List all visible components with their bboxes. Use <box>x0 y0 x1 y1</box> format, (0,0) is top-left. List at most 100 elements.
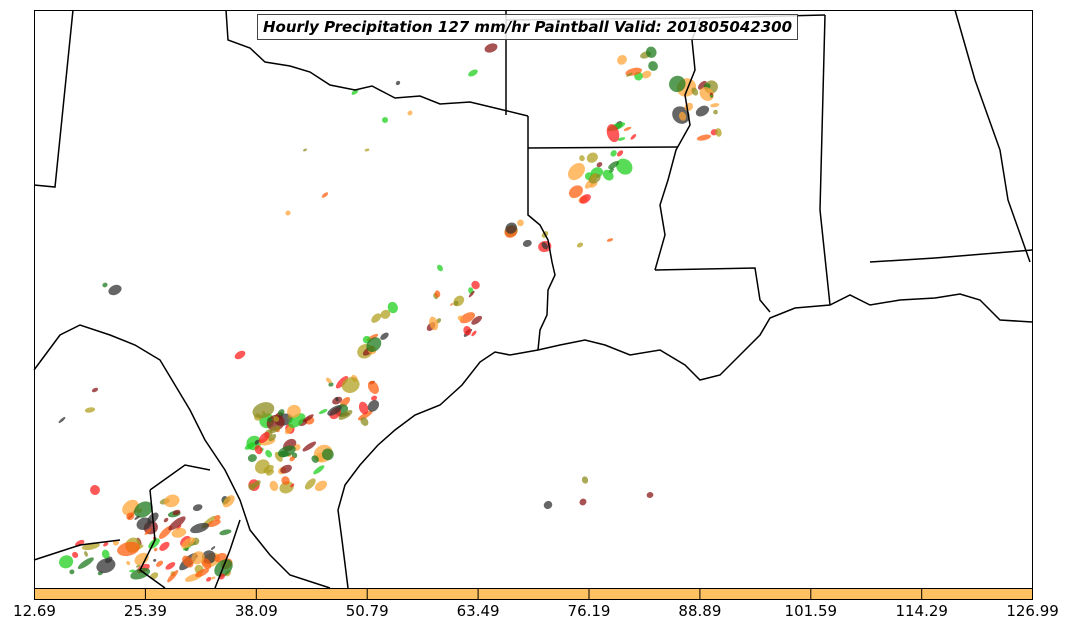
precipitation-cell <box>457 315 463 321</box>
precipitation-cell <box>568 162 585 181</box>
arkansas-louisiana-border <box>527 146 678 149</box>
precipitation-cell <box>602 169 614 181</box>
precipitation-cell <box>371 395 378 401</box>
precipitation-cell <box>103 542 109 547</box>
precipitation-cell <box>321 448 334 461</box>
precipitation-cell <box>646 492 654 498</box>
louisiana-mississippi-border <box>654 267 771 313</box>
precipitation-cell <box>468 290 475 298</box>
precipitation-cell <box>258 431 270 444</box>
colorbar-tick-label: 88.89 <box>678 602 722 620</box>
precipitation-cell <box>713 109 718 115</box>
precipitation-cell <box>335 376 349 389</box>
precipitation-cell <box>341 377 360 393</box>
precipitation-cell <box>171 527 187 538</box>
precipitation-cell <box>165 562 176 570</box>
precipitation-cell <box>126 560 131 566</box>
precipitation-cell <box>144 528 152 535</box>
precipitation-cell <box>201 558 212 570</box>
precipitation-cell <box>313 465 325 475</box>
precipitation-cell <box>641 70 652 79</box>
precipitation-cell <box>84 551 88 557</box>
map-title: Hourly Precipitation 127 mm/hr Paintball… <box>257 14 799 40</box>
precipitation-cell <box>303 148 307 152</box>
precipitation-cell <box>101 549 110 559</box>
alabama-georgia-border <box>954 9 1031 263</box>
precipitation-cell <box>626 72 633 77</box>
precipitation-cell <box>268 434 277 442</box>
precipitation-cell <box>522 239 532 247</box>
florida-border <box>869 249 1033 263</box>
precipitation-cell <box>280 464 292 474</box>
precipitation-cell <box>267 417 273 423</box>
precipitation-cell <box>710 103 720 108</box>
red-river-border <box>225 9 529 117</box>
colorbar-tick-label: 126.99 <box>1006 602 1059 620</box>
precipitation-cell <box>617 54 627 65</box>
precipitation-cell <box>596 162 603 168</box>
precipitation-cell <box>380 309 391 319</box>
precipitation-cell <box>136 564 141 568</box>
precipitation-cell <box>364 148 370 152</box>
precipitation-cell <box>541 242 548 250</box>
texas-louisiana-border <box>527 116 556 351</box>
precipitation-cell <box>59 555 74 569</box>
precipitation-cell <box>326 377 332 384</box>
precipitation-cell <box>630 134 637 140</box>
precipitation-cell <box>277 445 296 458</box>
colorbar <box>34 588 1033 600</box>
precipitation-cell <box>517 219 524 227</box>
precipitation-cell <box>254 445 263 455</box>
precipitation-cell <box>58 416 66 424</box>
precipitation-cell <box>254 439 260 445</box>
precipitation-cell <box>163 517 169 523</box>
precipitation-cell <box>360 417 369 426</box>
precipitation-cell <box>318 409 328 415</box>
precipitation-cell <box>134 515 140 520</box>
precipitation-cell <box>117 541 140 557</box>
precipitation-cell <box>126 512 135 521</box>
precipitation-cell <box>381 116 389 124</box>
precipitation-cell <box>505 222 517 234</box>
texas-gulf-coast <box>337 349 539 589</box>
precipitation-cell <box>77 557 94 570</box>
texas-nm-border <box>33 9 74 188</box>
precipitation-cell <box>616 150 624 157</box>
precipitation-cell <box>321 192 329 198</box>
precipitation-cell <box>164 494 180 508</box>
precipitation-cell <box>304 478 316 490</box>
precipitation-cell <box>351 89 359 95</box>
precipitation-cell <box>248 483 256 491</box>
precipitation-cell <box>153 558 157 562</box>
map-frame <box>34 10 1033 589</box>
colorbar-tick-label: 101.59 <box>784 602 838 620</box>
precipitation-cell <box>327 405 342 416</box>
precipitation-cell <box>289 456 295 462</box>
precipitation-cell <box>210 546 216 550</box>
precipitation-cell <box>190 522 210 534</box>
precipitation-cell <box>168 516 186 531</box>
precipitation-cell <box>463 325 472 336</box>
precipitation-cell <box>219 529 232 536</box>
precipitation-cell <box>695 105 710 117</box>
precipitation-cell <box>69 569 75 575</box>
precipitation-cell <box>617 137 626 141</box>
precipitation-cell <box>335 397 339 402</box>
precipitation-cell <box>266 469 275 476</box>
precipitation-cell <box>579 194 591 204</box>
precipitation-cell <box>459 312 476 324</box>
precipitation-cell <box>181 537 195 549</box>
precipitation-cell <box>129 569 135 573</box>
colorbar-tick-label: 50.79 <box>345 602 389 620</box>
precipitation-cell <box>214 514 221 521</box>
precipitation-cell <box>311 455 319 463</box>
precipitation-cell <box>281 476 290 485</box>
precipitation-cell <box>222 495 235 508</box>
precipitation-cell <box>691 87 699 96</box>
precipitation-cell <box>285 210 291 216</box>
precipitation-cell <box>153 547 158 552</box>
precipitation-cell <box>96 558 116 574</box>
precipitation-cell <box>366 337 382 353</box>
precipitation-cell <box>568 185 583 199</box>
